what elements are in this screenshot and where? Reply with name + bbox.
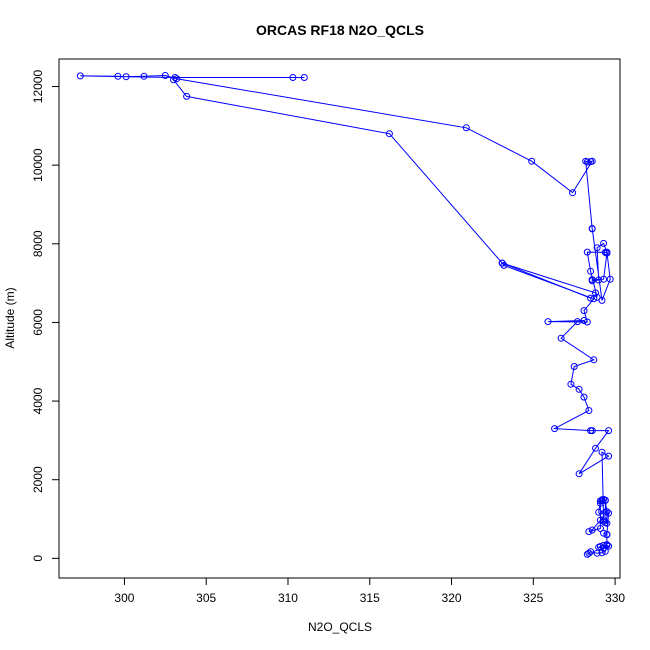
data-point: [585, 407, 593, 414]
data-point: [592, 289, 599, 297]
data-point: [588, 157, 596, 165]
y-tick-label: 0: [31, 555, 45, 562]
data-point: [161, 72, 169, 79]
data-point: [528, 157, 536, 165]
data-point: [569, 189, 577, 197]
data-point: [580, 393, 588, 401]
data-point: [575, 470, 583, 478]
x-tick-label: 305: [196, 591, 216, 605]
data-point: [593, 244, 601, 252]
data-point: [606, 275, 614, 283]
y-tick-label: 4000: [31, 387, 45, 414]
series-line: [80, 74, 611, 555]
data-point: [595, 508, 603, 516]
data-point: [600, 275, 608, 283]
data-point: [598, 448, 606, 456]
data-point: [587, 548, 595, 556]
data-point: [596, 499, 604, 507]
x-tick-label: 330: [605, 591, 625, 605]
data-point: [600, 529, 608, 537]
data-point: [588, 277, 596, 285]
x-tick-label: 315: [360, 591, 380, 605]
x-axis: 300 305 310 315 320 325 330: [114, 577, 625, 605]
x-tick-label: 300: [114, 591, 134, 605]
data-point: [587, 294, 595, 302]
data-point: [462, 124, 470, 132]
data-point: [588, 225, 596, 233]
chart-title: ORCAS RF18 N2O_QCLS: [256, 22, 424, 38]
data-point: [585, 549, 593, 557]
data-point: [600, 516, 608, 524]
data-point: [600, 541, 608, 549]
data-point: [592, 444, 599, 452]
plot-area: [58, 58, 621, 579]
data-point: [183, 92, 191, 100]
data-point: [575, 385, 583, 393]
data-point: [605, 509, 613, 517]
data-point: [498, 259, 506, 267]
data-point: [170, 76, 177, 84]
data-point: [588, 526, 596, 534]
data-point: [580, 307, 588, 315]
data-point: [601, 496, 609, 504]
data-point: [598, 296, 606, 304]
data-point: [289, 74, 297, 81]
y-axis: 0 2000 4000 6000 8000 10000 12000: [31, 70, 60, 562]
data-point: [114, 72, 122, 80]
x-tick-label: 310: [278, 591, 298, 605]
data-point: [76, 72, 84, 80]
series-line: [173, 79, 591, 299]
data-point: [596, 525, 604, 532]
data-point: [585, 528, 593, 536]
data-point: [605, 427, 613, 435]
data-point: [600, 239, 608, 247]
data-point: [122, 73, 130, 81]
data-point: [173, 75, 181, 83]
data-point: [603, 508, 611, 516]
data-point: [557, 334, 565, 342]
y-tick-label: 8000: [31, 230, 45, 257]
y-tick-label: 10000: [31, 148, 45, 182]
data-point: [580, 317, 588, 324]
y-tick-label: 6000: [31, 309, 45, 336]
data-point: [587, 427, 595, 435]
y-tick-label: 2000: [31, 466, 45, 493]
data-point: [596, 543, 604, 550]
data-point: [596, 516, 604, 524]
series-layer: [76, 72, 614, 558]
data-point: [603, 541, 611, 549]
data-point: [605, 452, 613, 460]
data-point: [551, 425, 559, 433]
data-point: [300, 74, 308, 81]
data-point: [603, 248, 611, 256]
data-point: [598, 549, 606, 557]
data-point: [593, 293, 601, 301]
data-point: [583, 158, 591, 166]
y-axis-label: Altitude (m): [3, 287, 17, 348]
data-point: [544, 318, 552, 326]
data-point: [140, 72, 148, 80]
data-point: [583, 318, 591, 326]
data-point: [574, 318, 581, 326]
x-tick-label: 325: [523, 591, 543, 605]
data-point: [590, 356, 598, 364]
data-point: [385, 130, 393, 138]
data-point: [583, 248, 591, 256]
data-point: [595, 276, 603, 284]
data-point: [587, 267, 595, 275]
y-tick-label: 12000: [31, 70, 45, 104]
x-tick-label: 320: [442, 591, 462, 605]
data-point: [567, 380, 575, 388]
x-axis-label: N2O_QCLS: [308, 620, 372, 634]
data-point: [570, 363, 578, 370]
data-point: [603, 530, 611, 538]
